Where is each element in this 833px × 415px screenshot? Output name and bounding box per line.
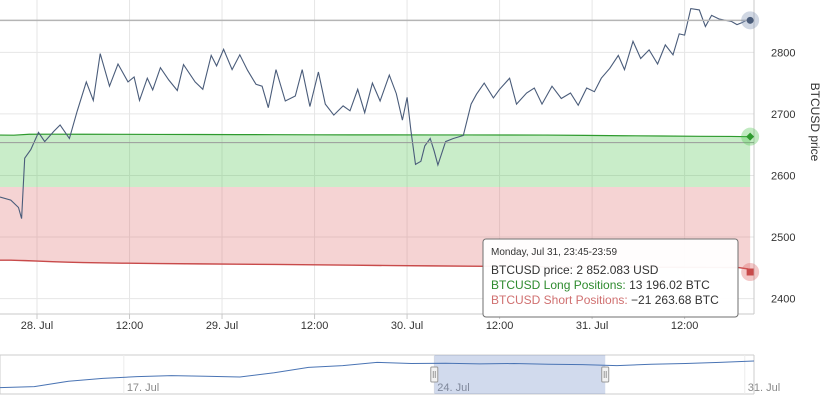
grid <box>0 0 755 315</box>
x-tick-label-4: 30. Jul <box>391 320 423 332</box>
tooltip-short-label: BTCUSD Short Positions: <box>491 293 631 307</box>
long-positions-line <box>0 133 751 138</box>
long-positions-area <box>0 134 751 187</box>
y-tick-label-0: 2400 <box>771 294 795 306</box>
navigator-left-handle[interactable] <box>430 366 439 383</box>
x-tick-label-6: 31. Jul <box>576 320 608 332</box>
tooltip-date: Monday, Jul 31, 23:45-23:59 <box>491 247 617 258</box>
tooltip: Monday, Jul 31, 23:45-23:59 BTCUSD price… <box>482 238 739 318</box>
tooltip-short-value: −21 263.68 BTC <box>631 293 719 307</box>
y-tick-label-3: 2700 <box>771 109 795 121</box>
y-axis-ticks: 2400 2500 2600 2700 2800 <box>771 47 795 305</box>
navigator-trend-line <box>0 360 755 389</box>
y-tick-label-2: 2600 <box>771 170 795 182</box>
long-marker <box>746 132 755 141</box>
tooltip-long: BTCUSD Long Positions: 13 196.02 BTC <box>491 278 710 292</box>
x-tick-label-1: 12:00 <box>116 320 144 332</box>
tooltip-long-value: 13 196.02 BTC <box>629 278 710 292</box>
navigator-handle-body <box>601 366 610 383</box>
tooltip-box <box>482 238 739 318</box>
price-line <box>0 7 751 219</box>
x-tick-label-3: 12:00 <box>301 320 329 332</box>
price-marker <box>746 16 754 24</box>
y-tick-label-4: 2800 <box>771 47 795 59</box>
short-marker <box>746 268 754 276</box>
navigator-tick-label-2: 31. Jul <box>748 382 780 394</box>
navigator-right-handle[interactable] <box>601 366 610 383</box>
x-tick-label-2: 29. Jul <box>206 320 238 332</box>
navigator-tick-label-1: 24. Jul <box>437 382 469 394</box>
navigator-handle-body <box>430 366 439 383</box>
tooltip-long-label: BTCUSD Long Positions: <box>491 278 629 292</box>
navigator-selected-range[interactable] <box>434 355 606 394</box>
tooltip-price: BTCUSD price: 2 852.083 USD <box>491 263 659 277</box>
x-axis-ticks: 28. Jul 12:00 29. Jul 12:00 30. Jul 12:00 31. … <box>21 314 699 332</box>
tooltip-price-value: 2 852.083 USD <box>576 263 658 277</box>
y-axis-label: BTCUSD price <box>808 83 822 162</box>
x-tick-label-0: 28. Jul <box>21 320 53 332</box>
x-tick-label-7: 12:00 <box>671 320 699 332</box>
reference-lines <box>0 19 754 144</box>
navigator-tick-label-0: 17. Jul <box>127 382 159 394</box>
navigator[interactable]: 17. Jul 24. Jul 31. Jul <box>0 354 780 395</box>
series-markers <box>741 11 760 281</box>
tooltip-short: BTCUSD Short Positions: −21 263.68 BTC <box>491 293 719 307</box>
tooltip-price-label: BTCUSD price: <box>491 263 576 277</box>
x-tick-label-5: 12:00 <box>486 320 514 332</box>
y-tick-label-1: 2500 <box>771 232 795 244</box>
